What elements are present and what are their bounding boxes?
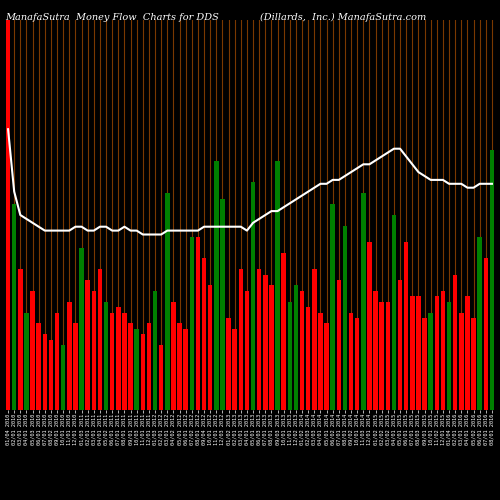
- Bar: [61, 345, 66, 410]
- Bar: [42, 334, 47, 410]
- Bar: [294, 286, 298, 410]
- Bar: [282, 253, 286, 410]
- Bar: [263, 274, 268, 410]
- Bar: [6, 20, 10, 410]
- Bar: [146, 324, 151, 410]
- Bar: [257, 269, 262, 410]
- Bar: [80, 248, 84, 410]
- Bar: [98, 269, 102, 410]
- Bar: [459, 312, 464, 410]
- Bar: [30, 291, 35, 410]
- Bar: [269, 286, 274, 410]
- Bar: [226, 318, 231, 410]
- Bar: [220, 199, 224, 410]
- Bar: [465, 296, 469, 410]
- Bar: [202, 258, 206, 410]
- Bar: [374, 291, 378, 410]
- Bar: [484, 258, 488, 410]
- Bar: [251, 182, 256, 410]
- Bar: [18, 269, 22, 410]
- Bar: [276, 161, 280, 410]
- Bar: [244, 291, 249, 410]
- Text: (Dillards,  Inc.) ManafaSutra.com: (Dillards, Inc.) ManafaSutra.com: [260, 12, 426, 22]
- Bar: [300, 291, 304, 410]
- Bar: [428, 312, 433, 410]
- Bar: [153, 291, 158, 410]
- Text: ManafaSutra  Money Flow  Charts for DDS: ManafaSutra Money Flow Charts for DDS: [5, 12, 219, 22]
- Bar: [472, 318, 476, 410]
- Bar: [196, 236, 200, 410]
- Bar: [134, 329, 139, 410]
- Bar: [330, 204, 335, 410]
- Bar: [349, 312, 354, 410]
- Bar: [92, 291, 96, 410]
- Bar: [380, 302, 384, 410]
- Bar: [410, 296, 414, 410]
- Bar: [36, 324, 41, 410]
- Bar: [214, 161, 218, 410]
- Bar: [190, 236, 194, 410]
- Bar: [122, 312, 126, 410]
- Bar: [392, 215, 396, 410]
- Bar: [116, 307, 120, 410]
- Bar: [165, 194, 170, 410]
- Bar: [12, 204, 16, 410]
- Bar: [312, 269, 316, 410]
- Bar: [342, 226, 347, 410]
- Bar: [86, 280, 90, 410]
- Bar: [404, 242, 408, 410]
- Bar: [208, 286, 212, 410]
- Bar: [318, 312, 322, 410]
- Bar: [478, 236, 482, 410]
- Bar: [140, 334, 145, 410]
- Bar: [361, 194, 366, 410]
- Bar: [171, 302, 175, 410]
- Bar: [447, 302, 452, 410]
- Bar: [288, 302, 292, 410]
- Bar: [128, 324, 133, 410]
- Bar: [434, 296, 439, 410]
- Bar: [324, 324, 329, 410]
- Bar: [24, 312, 28, 410]
- Bar: [336, 280, 341, 410]
- Bar: [306, 307, 310, 410]
- Bar: [184, 329, 188, 410]
- Bar: [159, 345, 164, 410]
- Bar: [110, 312, 114, 410]
- Bar: [386, 302, 390, 410]
- Bar: [398, 280, 402, 410]
- Bar: [238, 269, 243, 410]
- Bar: [104, 302, 108, 410]
- Bar: [440, 291, 445, 410]
- Bar: [416, 296, 420, 410]
- Bar: [367, 242, 372, 410]
- Bar: [48, 340, 53, 410]
- Bar: [67, 302, 71, 410]
- Bar: [422, 318, 427, 410]
- Bar: [232, 329, 237, 410]
- Bar: [355, 318, 360, 410]
- Bar: [73, 324, 78, 410]
- Bar: [490, 150, 494, 410]
- Bar: [178, 324, 182, 410]
- Bar: [55, 312, 60, 410]
- Bar: [453, 274, 458, 410]
